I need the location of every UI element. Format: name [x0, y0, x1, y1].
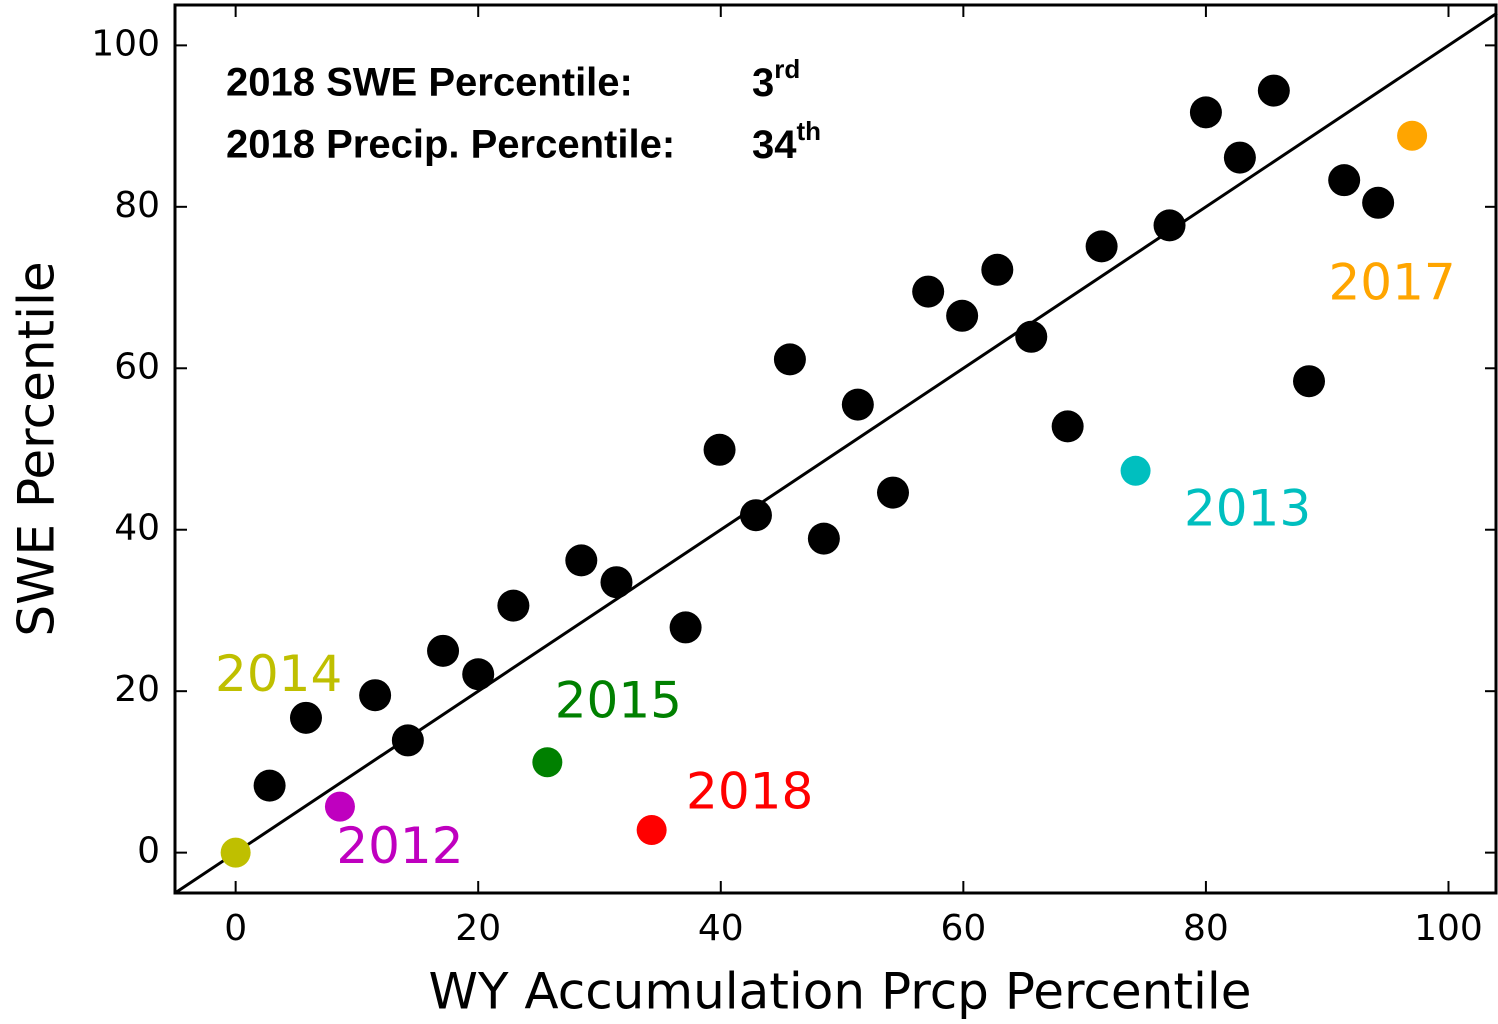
- y-tick-label: 60: [114, 346, 160, 387]
- point: [220, 837, 251, 868]
- point: [565, 544, 598, 577]
- rank-suffix: rd: [774, 54, 800, 84]
- point-label: 2015: [555, 672, 682, 730]
- y-tick-label: 40: [114, 508, 160, 549]
- point: [427, 634, 460, 667]
- point: [912, 275, 945, 308]
- point: [1085, 230, 1118, 263]
- y-tick-label: 20: [114, 669, 160, 710]
- x-tick-label: 100: [1414, 908, 1483, 949]
- point: [877, 476, 910, 509]
- annotation-value: 3rd: [752, 54, 800, 105]
- x-axis-title: WY Accumulation Prcp Percentile: [429, 963, 1252, 1021]
- point: [636, 815, 667, 846]
- point: [253, 769, 286, 802]
- rank: 3: [752, 61, 774, 105]
- point: [324, 791, 355, 822]
- point: [359, 679, 392, 712]
- point: [462, 658, 495, 691]
- x-tick-label: 0: [224, 908, 247, 949]
- point: [841, 388, 874, 421]
- point-label: 2014: [215, 645, 342, 703]
- point: [1397, 120, 1428, 151]
- point: [1362, 186, 1395, 219]
- point: [739, 499, 772, 532]
- point: [807, 522, 840, 555]
- point: [1120, 455, 1151, 486]
- point: [289, 701, 322, 734]
- y-tick-label: 0: [137, 831, 160, 872]
- point: [532, 747, 563, 778]
- point: [946, 299, 979, 332]
- y-tick-label: 80: [114, 185, 160, 226]
- point-label: 2012: [336, 817, 463, 875]
- point: [391, 724, 424, 757]
- point-label: 2013: [1184, 479, 1311, 537]
- point: [1153, 209, 1186, 242]
- point: [1223, 141, 1256, 174]
- point: [773, 343, 806, 376]
- point: [1257, 74, 1290, 107]
- annotation-value: 34th: [752, 116, 821, 167]
- point: [669, 611, 702, 644]
- point: [703, 433, 736, 466]
- point: [981, 253, 1014, 286]
- y-axis-title: SWE Percentile: [8, 261, 66, 636]
- x-tick-label: 40: [698, 908, 744, 949]
- annotation: 2018 Precip. Percentile:: [226, 123, 675, 167]
- point: [1328, 164, 1361, 197]
- point: [1293, 365, 1326, 398]
- point: [1015, 320, 1048, 353]
- rank: 34: [752, 123, 797, 167]
- point: [497, 589, 530, 622]
- annotation: 2018 SWE Percentile:: [226, 61, 633, 105]
- point: [1051, 410, 1084, 443]
- point: [600, 566, 633, 599]
- point-label: 2018: [686, 763, 813, 821]
- point-label: 2017: [1328, 253, 1455, 311]
- x-tick-label: 80: [1183, 908, 1229, 949]
- x-tick-label: 20: [455, 908, 501, 949]
- rank-suffix: th: [797, 116, 822, 146]
- x-tick-label: 60: [940, 908, 986, 949]
- y-tick-label: 100: [91, 23, 160, 64]
- plot-frame: [173, 3, 1498, 895]
- point: [1189, 96, 1222, 129]
